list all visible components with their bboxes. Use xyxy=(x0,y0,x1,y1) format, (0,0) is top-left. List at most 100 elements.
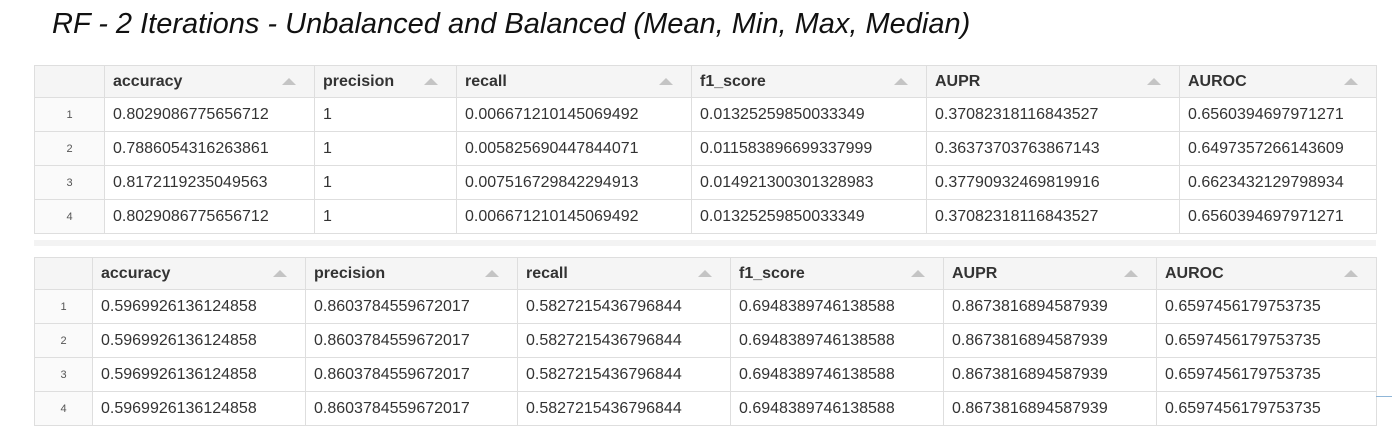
cell-accuracy: 0.8029086775656712 xyxy=(104,199,315,234)
cell-recall: 0.006671210145069492 xyxy=(456,97,692,132)
cell-f1-score: 0.011583896699337999 xyxy=(691,131,927,166)
row-index: 1 xyxy=(34,289,93,324)
cell-aupr: 0.37082318116843527 xyxy=(926,97,1180,132)
column-label: AUPR xyxy=(935,72,981,90)
cell-accuracy: 0.5969926136124858 xyxy=(92,357,306,392)
page-title: RF - 2 Iterations - Unbalanced and Balan… xyxy=(52,8,971,40)
sort-arrow-icon[interactable] xyxy=(282,77,296,85)
results-table-unbalanced: accuracy precision recall f1_score AUPR … xyxy=(34,65,1377,234)
cell-precision: 1 xyxy=(314,97,457,132)
column-header-recall[interactable]: recall xyxy=(456,65,692,98)
cell-accuracy: 0.7886054316263861 xyxy=(104,131,315,166)
sort-arrow-icon[interactable] xyxy=(659,77,673,85)
column-header-auroc[interactable]: AUROC xyxy=(1156,257,1377,290)
cell-aupr: 0.37082318116843527 xyxy=(926,199,1180,234)
cell-recall: 0.5827215436796844 xyxy=(517,391,731,426)
column-label: recall xyxy=(465,72,507,90)
row-index: 2 xyxy=(34,323,93,358)
cell-precision: 1 xyxy=(314,165,457,200)
table-row: 1 0.5969926136124858 0.8603784559672017 … xyxy=(34,289,1377,324)
cell-auroc: 0.6597456179753735 xyxy=(1156,391,1377,426)
edge-divider xyxy=(1376,396,1392,397)
column-header-aupr[interactable]: AUPR xyxy=(943,257,1157,290)
row-index: 1 xyxy=(34,97,105,132)
cell-accuracy: 0.8172119235049563 xyxy=(104,165,315,200)
sort-arrow-icon[interactable] xyxy=(1344,77,1358,85)
cell-recall: 0.5827215436796844 xyxy=(517,357,731,392)
column-label: AUPR xyxy=(952,264,998,282)
cell-accuracy: 0.5969926136124858 xyxy=(92,289,306,324)
column-header-accuracy[interactable]: accuracy xyxy=(92,257,306,290)
index-header xyxy=(34,65,105,98)
sort-arrow-icon[interactable] xyxy=(911,269,925,277)
column-label: recall xyxy=(526,264,568,282)
column-label: AUROC xyxy=(1188,72,1247,90)
cell-recall: 0.005825690447844071 xyxy=(456,131,692,166)
cell-accuracy: 0.5969926136124858 xyxy=(92,391,306,426)
sort-arrow-icon[interactable] xyxy=(424,77,438,85)
cell-aupr: 0.8673816894587939 xyxy=(943,357,1157,392)
cell-auroc: 0.6597456179753735 xyxy=(1156,289,1377,324)
table-row: 2 0.5969926136124858 0.8603784559672017 … xyxy=(34,323,1377,358)
column-header-precision[interactable]: precision xyxy=(314,65,457,98)
cell-precision: 0.8603784559672017 xyxy=(305,323,518,358)
cell-auroc: 0.6597456179753735 xyxy=(1156,323,1377,358)
row-index: 3 xyxy=(34,165,105,200)
column-label: accuracy xyxy=(113,72,183,90)
column-label: precision xyxy=(314,264,386,282)
column-label: precision xyxy=(323,72,395,90)
cell-precision: 0.8603784559672017 xyxy=(305,289,518,324)
column-label: f1_score xyxy=(739,264,805,282)
table-scrollbar-track[interactable] xyxy=(34,240,1376,246)
column-header-f1-score[interactable]: f1_score xyxy=(730,257,944,290)
cell-f1-score: 0.6948389746138588 xyxy=(730,391,944,426)
cell-precision: 0.8603784559672017 xyxy=(305,391,518,426)
cell-auroc: 0.6597456179753735 xyxy=(1156,357,1377,392)
column-header-auroc[interactable]: AUROC xyxy=(1179,65,1377,98)
column-header-accuracy[interactable]: accuracy xyxy=(104,65,315,98)
cell-aupr: 0.8673816894587939 xyxy=(943,289,1157,324)
sort-arrow-icon[interactable] xyxy=(894,77,908,85)
cell-accuracy: 0.8029086775656712 xyxy=(104,97,315,132)
cell-f1-score: 0.6948389746138588 xyxy=(730,323,944,358)
column-header-aupr[interactable]: AUPR xyxy=(926,65,1180,98)
cell-aupr: 0.37790932469819916 xyxy=(926,165,1180,200)
table-row: 4 0.5969926136124858 0.8603784559672017 … xyxy=(34,391,1377,426)
cell-auroc: 0.6497357266143609 xyxy=(1179,131,1377,166)
sort-arrow-icon[interactable] xyxy=(273,269,287,277)
column-label: f1_score xyxy=(700,72,766,90)
row-index: 3 xyxy=(34,357,93,392)
cell-precision: 1 xyxy=(314,131,457,166)
cell-f1-score: 0.01325259850033349 xyxy=(691,199,927,234)
table-header-row: accuracy precision recall f1_score AUPR … xyxy=(34,257,1377,290)
column-header-f1-score[interactable]: f1_score xyxy=(691,65,927,98)
cell-aupr: 0.36373703763867143 xyxy=(926,131,1180,166)
row-index: 4 xyxy=(34,199,105,234)
column-label: AUROC xyxy=(1165,264,1224,282)
cell-recall: 0.5827215436796844 xyxy=(517,323,731,358)
table-row: 3 0.8172119235049563 1 0.007516729842294… xyxy=(34,165,1377,200)
cell-auroc: 0.6560394697971271 xyxy=(1179,97,1377,132)
table-row: 1 0.8029086775656712 1 0.006671210145069… xyxy=(34,97,1377,132)
cell-auroc: 0.6560394697971271 xyxy=(1179,199,1377,234)
sort-arrow-icon[interactable] xyxy=(698,269,712,277)
column-label: accuracy xyxy=(101,264,171,282)
sort-arrow-icon[interactable] xyxy=(485,269,499,277)
cell-f1-score: 0.6948389746138588 xyxy=(730,289,944,324)
sort-arrow-icon[interactable] xyxy=(1344,269,1358,277)
cell-recall: 0.5827215436796844 xyxy=(517,289,731,324)
cell-f1-score: 0.014921300301328983 xyxy=(691,165,927,200)
cell-accuracy: 0.5969926136124858 xyxy=(92,323,306,358)
table-row: 3 0.5969926136124858 0.8603784559672017 … xyxy=(34,357,1377,392)
cell-precision: 1 xyxy=(314,199,457,234)
sort-arrow-icon[interactable] xyxy=(1147,77,1161,85)
column-header-precision[interactable]: precision xyxy=(305,257,518,290)
cell-recall: 0.007516729842294913 xyxy=(456,165,692,200)
cell-f1-score: 0.01325259850033349 xyxy=(691,97,927,132)
sort-arrow-icon[interactable] xyxy=(1124,269,1138,277)
table-row: 2 0.7886054316263861 1 0.005825690447844… xyxy=(34,131,1377,166)
cell-recall: 0.006671210145069492 xyxy=(456,199,692,234)
column-header-recall[interactable]: recall xyxy=(517,257,731,290)
cell-aupr: 0.8673816894587939 xyxy=(943,391,1157,426)
index-header xyxy=(34,257,93,290)
